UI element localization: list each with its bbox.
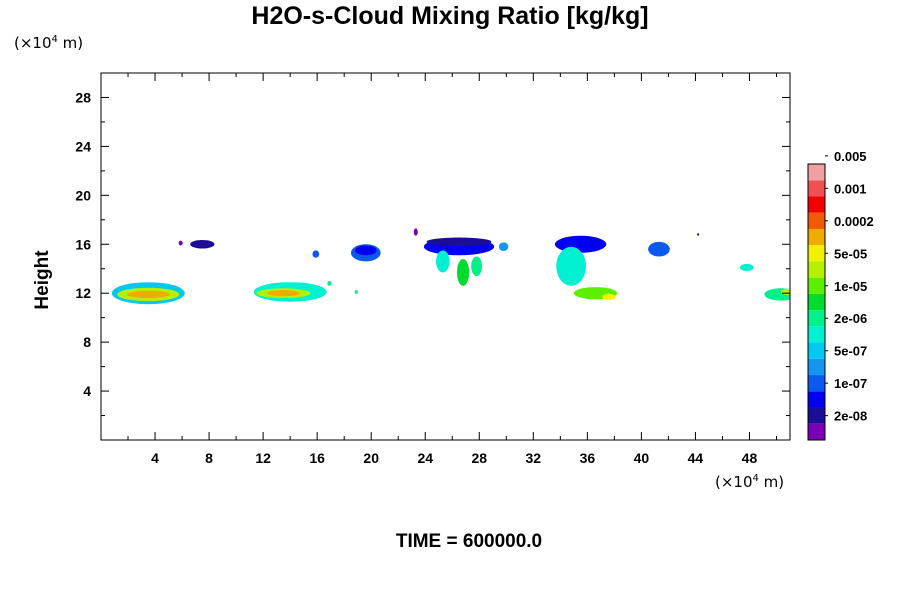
cloud-region-22 — [648, 241, 670, 257]
colorbar-swatch — [808, 277, 825, 294]
x-tick-label: 48 — [742, 450, 758, 466]
colorbar-label: 0.001 — [834, 181, 867, 196]
x-unit-exponent: 4 — [752, 473, 759, 484]
cloud-region-13 — [426, 237, 492, 247]
cloud-region-10 — [354, 245, 377, 256]
colorbar-label: 2e-06 — [834, 311, 867, 326]
colorbar-swatch — [808, 228, 825, 246]
y-tick-label: 24 — [75, 138, 91, 154]
colorbar-swatch — [808, 180, 825, 197]
plot-border — [100, 72, 791, 441]
y-unit-suffix: m) — [57, 34, 84, 52]
x-tick-label: 4 — [151, 450, 159, 466]
cloud-region-15 — [456, 258, 470, 286]
x-tick-label: 32 — [526, 450, 542, 466]
x-tick-label: 20 — [363, 450, 379, 466]
colorbar-swatch — [808, 164, 825, 181]
cloud-region-25 — [764, 288, 790, 301]
y-unit-prefix: (×10 — [14, 34, 52, 52]
colorbar-swatch — [808, 342, 825, 359]
y-axis-unit: (×104 m) — [14, 34, 83, 52]
y-tick-label: 16 — [75, 236, 91, 252]
cloud-region-6 — [190, 239, 215, 249]
x-tick-label: 8 — [205, 450, 213, 466]
cloud-region-8 — [312, 250, 320, 258]
plot-frame — [100, 72, 791, 441]
colorbar-swatch — [808, 358, 825, 376]
colorbar-border — [807, 163, 826, 441]
colorbar-swatch — [808, 212, 825, 229]
colorbar-label: 1e-05 — [834, 279, 867, 294]
colorbar-label: 0.0002 — [834, 214, 874, 229]
colorbar-swatch — [808, 423, 825, 440]
cloud-region-16 — [471, 256, 482, 277]
y-tick-label: 4 — [83, 383, 91, 399]
y-tick-label: 20 — [75, 187, 91, 203]
x-tick-label: 12 — [255, 450, 271, 466]
colorbar-label: 2e-08 — [834, 409, 867, 424]
cloud-region-24 — [740, 263, 754, 272]
colorbar-label: 5e-07 — [834, 344, 867, 359]
x-tick-label: 28 — [471, 450, 487, 466]
colorbar-label: 1e-07 — [834, 376, 867, 391]
colorbar-label: 0.005 — [834, 149, 867, 164]
colorbar-label: 5e-05 — [834, 246, 867, 261]
cloud-region-21 — [602, 293, 616, 300]
x-unit-suffix: m) — [758, 473, 785, 491]
x-axis-unit: (×104 m) — [715, 473, 784, 491]
cloud-region-26 — [780, 288, 790, 296]
x-tick-label: 16 — [309, 450, 325, 466]
x-axis: 4 8 12 16 20 24 28 32 36 40 44 48 — [127, 73, 777, 466]
cloud-field — [111, 228, 790, 305]
x-tick-label: 44 — [688, 450, 704, 466]
y-tick-label: 12 — [75, 285, 91, 301]
cloud-region-17 — [498, 242, 509, 251]
cloud-region-5 — [267, 290, 300, 297]
cloud-region-11 — [413, 228, 418, 236]
cloud-region-14 — [436, 250, 450, 273]
cloud-region-28 — [327, 280, 332, 286]
y-tick-label: 28 — [75, 89, 91, 105]
colorbar-swatch — [808, 196, 825, 213]
colorbar: 2e-08 1e-07 5e-07 2e-06 1e-05 5e-05 0.0002 0.00… — [807, 149, 874, 441]
cloud-region-23 — [697, 233, 700, 236]
x-tick-label: 24 — [417, 450, 433, 466]
y-tick-label: 8 — [83, 334, 91, 350]
y-axis: 4 8 12 16 20 24 28 — [75, 89, 790, 417]
colorbar-swatch — [808, 245, 825, 262]
colorbar-swatch — [808, 261, 825, 278]
chart-title: H2O-s-Cloud Mixing Ratio [kg/kg] — [251, 2, 649, 30]
cloud-region-27 — [354, 290, 358, 294]
x-unit-prefix: (×10 — [715, 473, 753, 491]
y-unit-exponent: 4 — [51, 34, 58, 45]
x-tick-label: 40 — [634, 450, 650, 466]
colorbar-swatch — [808, 391, 825, 408]
cloud-region-7 — [178, 240, 183, 246]
cloud-region-19 — [556, 246, 587, 286]
colorbar-swatch — [808, 310, 825, 327]
colorbar-swatch — [808, 407, 825, 424]
x-tick-label: 36 — [580, 450, 596, 466]
time-label: TIME = 600000.0 — [395, 531, 543, 552]
colorbar-swatch — [808, 326, 825, 343]
cloud-region-2 — [126, 290, 170, 299]
colorbar-swatch — [808, 293, 825, 311]
colorbar-swatch — [808, 375, 825, 392]
